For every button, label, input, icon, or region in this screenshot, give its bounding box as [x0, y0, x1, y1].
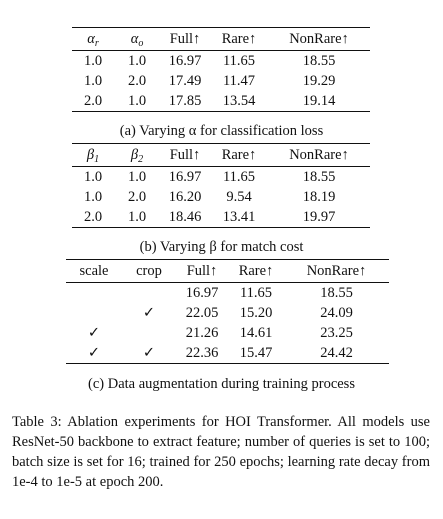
- table-cell: 21.26: [185, 325, 219, 341]
- table-cell: 1.0: [127, 169, 147, 185]
- caption-c: (c) Data augmentation during training pr…: [88, 376, 355, 392]
- caption-b: (b) Varying β for match cost: [139, 239, 304, 255]
- caption-a: (a) Varying α for classification loss: [119, 123, 324, 139]
- table-header-row: scale crop Full↑ Rare↑ NonRare↑: [66, 259, 389, 283]
- checkmark-icon: ✓: [142, 345, 156, 361]
- table-row: 1.0 1.0 16.97 11.65 18.55: [72, 167, 370, 188]
- table-cell: 15.20: [239, 305, 273, 321]
- table-cell: 1.0: [83, 169, 103, 185]
- table-cell: [122, 323, 176, 343]
- header-full: Full↑: [186, 263, 218, 279]
- table-row: 2.0 1.0 18.46 13.41 19.97: [72, 207, 370, 228]
- table-cell: [66, 303, 122, 323]
- table-cell: 9.54: [226, 189, 252, 205]
- header-full: Full↑: [169, 31, 201, 47]
- table-cell: 16.97: [185, 285, 219, 301]
- checkmark-icon: ✓: [142, 305, 156, 321]
- table-cell: 15.47: [239, 345, 273, 361]
- table-cell: 18.19: [302, 189, 336, 205]
- table-cell: 16.97: [168, 53, 202, 69]
- table-cell: [66, 283, 122, 304]
- table-row: 1.0 2.0 16.20 9.54 18.19: [72, 187, 370, 207]
- table-cell: 24.42: [320, 345, 353, 361]
- table-row: ✓ 21.26 14.61 23.25: [66, 323, 389, 343]
- table-cell: 11.65: [222, 169, 256, 185]
- table-cell: 19.97: [302, 209, 336, 225]
- header-rare: Rare↑: [238, 263, 274, 279]
- table-cell: 22.36: [185, 345, 219, 361]
- table-cell: 16.20: [168, 189, 202, 205]
- header-full: Full↑: [169, 147, 201, 163]
- header-crop: crop: [136, 263, 162, 279]
- table-cell: 18.55: [302, 169, 336, 185]
- table-cell: 11.47: [222, 73, 256, 89]
- table-cell: 1.0: [127, 93, 147, 109]
- table-cell: 1.0: [83, 189, 103, 205]
- table-cell: 17.49: [168, 73, 202, 89]
- table-cell: 19.14: [302, 93, 336, 109]
- header-nonrare: NonRare↑: [289, 31, 349, 47]
- table-cell: 23.25: [320, 325, 353, 341]
- table-cell: 16.97: [168, 169, 202, 185]
- table-row: 1.0 1.0 16.97 11.65 18.55: [72, 51, 370, 72]
- checkmark-icon: ✓: [87, 345, 101, 361]
- table-beta: β1 β2 Full↑ Rare↑ NonRare↑ 1.0 1.0 16.97…: [72, 143, 370, 228]
- table-cell: 18.55: [302, 53, 336, 69]
- header-alpha-o: αo: [130, 31, 144, 49]
- header-nonrare: NonRare↑: [306, 263, 367, 279]
- table-row: 16.97 11.65 18.55: [66, 283, 389, 304]
- header-rare: Rare↑: [221, 31, 257, 47]
- header-beta-2: β2: [130, 147, 144, 165]
- table-cell: 1.0: [127, 53, 147, 69]
- table-cell: 11.65: [222, 53, 256, 69]
- header-rare: Rare↑: [221, 147, 257, 163]
- table-cell: 2.0: [127, 73, 147, 89]
- table-cell: 1.0: [127, 209, 147, 225]
- header-nonrare: NonRare↑: [289, 147, 349, 163]
- table-alpha: αr αo Full↑ Rare↑ NonRare↑ 1.0 1.0 16.97…: [72, 27, 370, 112]
- table-cell: 2.0: [83, 93, 103, 109]
- table-cell: 24.09: [320, 305, 353, 321]
- table-cell: 17.85: [168, 93, 202, 109]
- table-cell: 2.0: [127, 189, 147, 205]
- table-cell: 13.54: [222, 93, 256, 109]
- header-alpha-r: αr: [87, 31, 99, 49]
- table-augmentation: scale crop Full↑ Rare↑ NonRare↑ 16.97 11…: [66, 259, 389, 364]
- table-cell: 1.0: [83, 53, 103, 69]
- table-cell: [122, 283, 176, 304]
- table-row: ✓ 22.05 15.20 24.09: [66, 303, 389, 323]
- table-cell: 18.55: [320, 285, 353, 301]
- table-row: ✓ ✓ 22.36 15.47 24.42: [66, 343, 389, 364]
- header-beta-1: β1: [86, 147, 100, 165]
- table-cell: 14.61: [239, 325, 273, 341]
- header-scale: scale: [79, 263, 109, 279]
- checkmark-icon: ✓: [87, 325, 101, 341]
- table-cell: 19.29: [302, 73, 336, 89]
- table-cell: 2.0: [83, 209, 103, 225]
- table-cell: 11.65: [239, 285, 273, 301]
- table-cell: 22.05: [185, 305, 219, 321]
- table-cell: 13.41: [222, 209, 256, 225]
- table-header-row: αr αo Full↑ Rare↑ NonRare↑: [72, 27, 370, 51]
- table-row: 1.0 2.0 17.49 11.47 19.29: [72, 71, 370, 91]
- table-cell: 18.46: [168, 209, 202, 225]
- table-row: 2.0 1.0 17.85 13.54 19.14: [72, 91, 370, 112]
- table-header-row: β1 β2 Full↑ Rare↑ NonRare↑: [72, 143, 370, 167]
- table-caption: Table 3: Ablation experiments for HOI Tr…: [12, 414, 430, 490]
- table-cell: 1.0: [83, 73, 103, 89]
